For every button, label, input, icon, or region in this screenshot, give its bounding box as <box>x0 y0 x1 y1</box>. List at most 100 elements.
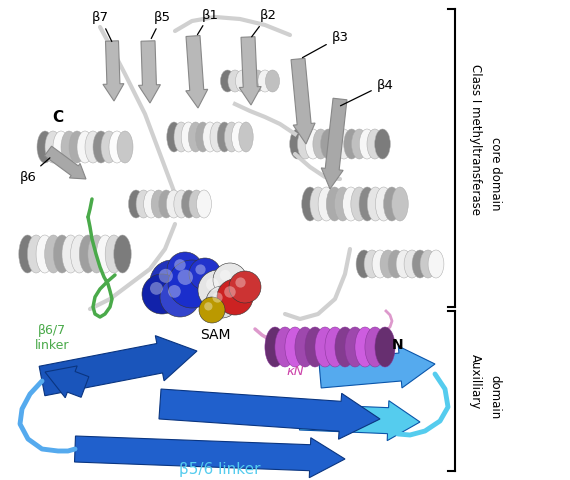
Ellipse shape <box>380 251 396 278</box>
Ellipse shape <box>158 191 174 218</box>
Ellipse shape <box>166 191 181 218</box>
Ellipse shape <box>53 132 69 164</box>
Ellipse shape <box>376 188 392 222</box>
FancyArrow shape <box>186 36 207 109</box>
Ellipse shape <box>328 130 344 160</box>
Ellipse shape <box>313 130 328 160</box>
Ellipse shape <box>302 188 318 222</box>
Ellipse shape <box>396 251 412 278</box>
Ellipse shape <box>174 123 189 153</box>
Ellipse shape <box>71 236 88 274</box>
Ellipse shape <box>367 130 382 160</box>
Ellipse shape <box>285 327 305 367</box>
Text: β5: β5 <box>151 12 170 39</box>
Circle shape <box>199 298 225 324</box>
FancyArrow shape <box>103 42 124 102</box>
Ellipse shape <box>318 188 335 222</box>
Ellipse shape <box>265 327 285 367</box>
Circle shape <box>150 261 194 304</box>
Text: domain: domain <box>488 374 502 418</box>
Ellipse shape <box>54 236 71 274</box>
FancyArrow shape <box>321 99 347 190</box>
Ellipse shape <box>372 251 388 278</box>
Ellipse shape <box>88 236 105 274</box>
Text: Auxilliary: Auxilliary <box>469 354 482 409</box>
Text: N: N <box>392 337 404 351</box>
Ellipse shape <box>356 251 372 278</box>
Text: κN: κN <box>286 365 304 378</box>
Ellipse shape <box>388 251 404 278</box>
Circle shape <box>213 293 223 303</box>
FancyArrow shape <box>139 42 160 104</box>
Ellipse shape <box>367 188 384 222</box>
Ellipse shape <box>189 123 203 153</box>
Ellipse shape <box>167 123 181 153</box>
Ellipse shape <box>310 188 327 222</box>
Ellipse shape <box>374 130 390 160</box>
Ellipse shape <box>96 236 114 274</box>
Circle shape <box>178 270 193 286</box>
Ellipse shape <box>336 130 352 160</box>
Circle shape <box>168 261 216 308</box>
Circle shape <box>159 269 173 283</box>
Ellipse shape <box>343 188 359 222</box>
Ellipse shape <box>295 327 315 367</box>
Circle shape <box>142 275 182 314</box>
Circle shape <box>206 287 238 318</box>
Ellipse shape <box>404 251 420 278</box>
Ellipse shape <box>181 123 196 153</box>
Ellipse shape <box>335 327 355 367</box>
Ellipse shape <box>243 71 257 93</box>
Ellipse shape <box>239 123 253 153</box>
Text: core domain: core domain <box>488 137 502 210</box>
Ellipse shape <box>105 236 123 274</box>
Ellipse shape <box>335 188 351 222</box>
Ellipse shape <box>93 132 109 164</box>
Ellipse shape <box>231 123 246 153</box>
Ellipse shape <box>392 188 408 222</box>
Circle shape <box>174 260 186 271</box>
Ellipse shape <box>320 130 336 160</box>
Ellipse shape <box>298 130 313 160</box>
Ellipse shape <box>375 327 395 367</box>
Text: β1: β1 <box>197 9 218 36</box>
Ellipse shape <box>36 236 54 274</box>
Text: β3: β3 <box>303 31 348 59</box>
Ellipse shape <box>266 71 279 93</box>
Ellipse shape <box>151 191 166 218</box>
Text: β7: β7 <box>92 12 112 42</box>
Ellipse shape <box>305 327 325 367</box>
Ellipse shape <box>44 236 62 274</box>
Ellipse shape <box>114 236 131 274</box>
Ellipse shape <box>275 327 295 367</box>
FancyArrow shape <box>291 59 315 144</box>
Text: β2: β2 <box>252 10 276 38</box>
FancyArrow shape <box>75 436 345 478</box>
Ellipse shape <box>117 132 133 164</box>
Ellipse shape <box>412 251 428 278</box>
Ellipse shape <box>203 123 217 153</box>
Ellipse shape <box>27 236 45 274</box>
Ellipse shape <box>355 327 375 367</box>
Text: β4: β4 <box>340 78 393 107</box>
Circle shape <box>206 278 219 291</box>
Circle shape <box>196 265 206 275</box>
Ellipse shape <box>221 71 235 93</box>
Ellipse shape <box>384 188 400 222</box>
Ellipse shape <box>101 132 117 164</box>
Ellipse shape <box>235 71 250 93</box>
Ellipse shape <box>45 132 61 164</box>
Circle shape <box>198 270 238 311</box>
Ellipse shape <box>128 191 144 218</box>
Ellipse shape <box>79 236 97 274</box>
Ellipse shape <box>85 132 101 164</box>
Text: β5/6 linker: β5/6 linker <box>179 462 260 477</box>
Ellipse shape <box>305 130 321 160</box>
Ellipse shape <box>344 130 359 160</box>
Ellipse shape <box>359 188 376 222</box>
Text: β6/7
linker: β6/7 linker <box>35 324 69 351</box>
Ellipse shape <box>352 130 367 160</box>
Ellipse shape <box>196 123 210 153</box>
FancyArrow shape <box>239 37 261 106</box>
Circle shape <box>160 277 200 317</box>
